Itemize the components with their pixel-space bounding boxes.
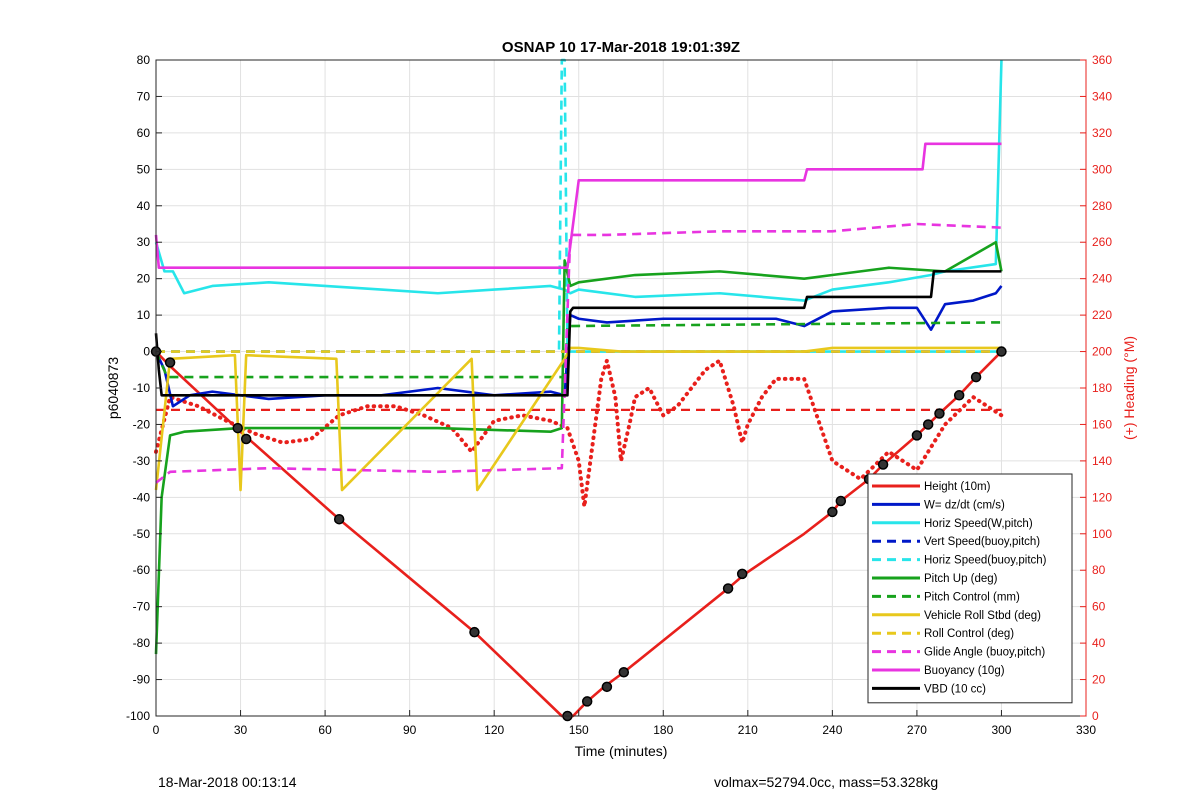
legend-label: Pitch Up (deg) — [924, 573, 998, 585]
y-right-tick-label: 40 — [1092, 636, 1106, 650]
y-right-tick-label: 280 — [1092, 199, 1112, 213]
y-tick-label: -20 — [133, 417, 151, 431]
chart-title: OSNAP 10 17-Mar-2018 19:01:39Z — [502, 39, 740, 56]
legend-label: Pitch Control (mm) — [924, 591, 1020, 603]
y-tick-label: -40 — [133, 490, 151, 504]
y-right-tick-label: 140 — [1092, 454, 1112, 468]
heading-series — [154, 353, 1004, 507]
height-marker — [618, 667, 630, 678]
legend-label: Vert Speed(buoy,pitch) — [924, 536, 1040, 548]
x-tick-label: 60 — [318, 723, 332, 737]
legend-label: Horiz Speed(W,pitch) — [924, 518, 1033, 530]
y-right-tick-label: 240 — [1092, 272, 1112, 286]
y-tick-label: 50 — [137, 162, 151, 176]
y-axis-label-left: p6040873 — [105, 357, 121, 420]
series-line-5 — [154, 240, 1003, 655]
y-right-tick-label: 340 — [1092, 89, 1112, 103]
legend-label: Glide Angle (buoy,pitch) — [924, 647, 1045, 659]
legend-label: VBD (10 cc) — [924, 683, 986, 695]
legend-label: Height (10m) — [924, 481, 991, 493]
y-right-tick-label: 360 — [1092, 53, 1112, 67]
x-tick-label: 0 — [153, 723, 160, 737]
x-tick-label: 240 — [822, 723, 842, 737]
y-right-tick-label: 160 — [1092, 417, 1112, 431]
y-right-tick-label: 120 — [1092, 490, 1112, 504]
y-tick-label: 10 — [137, 308, 151, 322]
height-marker — [911, 430, 923, 441]
height-marker — [877, 459, 889, 470]
y-tick-label: 60 — [137, 126, 151, 140]
height-marker — [164, 357, 176, 368]
x-axis-label: Time (minutes) — [575, 743, 668, 759]
y-tick-label: 80 — [137, 53, 151, 67]
height-marker — [581, 696, 593, 707]
ticks: 0 30 60 90 120 150 180 210 240 270 300 330-100-90-8… — [126, 53, 1112, 737]
y-tick-label: -90 — [133, 673, 151, 687]
legend-label: Roll Control (deg) — [924, 628, 1014, 640]
legend: Height (10m) W= dz/dt (cm/s) Horiz Speed(W… — [867, 473, 1073, 704]
x-tick-label: 120 — [484, 723, 504, 737]
x-tick-label: 30 — [234, 723, 248, 737]
legend-label: Vehicle Roll Stbd (deg) — [924, 610, 1041, 622]
series-line-6 — [154, 321, 1002, 379]
x-tick-label: 210 — [738, 723, 758, 737]
x-tick-label: 270 — [907, 723, 927, 737]
y-tick-label: -70 — [133, 600, 151, 614]
series-line-11 — [154, 270, 1002, 397]
y-tick-label: 30 — [137, 235, 151, 249]
height-marker — [970, 371, 982, 383]
x-tick-label: 180 — [653, 723, 673, 737]
y-tick-label: -50 — [133, 527, 151, 541]
y-axis-label-right: (+) Heading (°M) — [1121, 336, 1137, 440]
legend-label: Horiz Speed(buoy,pitch) — [924, 555, 1047, 567]
y-right-tick-label: 180 — [1092, 381, 1112, 395]
legend-label: W= dz/dt (cm/s) — [924, 499, 1005, 511]
footer-vehicle-info: volmax=52794.0cc, mass=53.328kg — [714, 774, 939, 790]
legend-label: Buoyancy (10g) — [924, 665, 1005, 677]
y-right-tick-label: 60 — [1092, 600, 1106, 614]
y-right-tick-label: 220 — [1092, 308, 1112, 322]
y-tick-label: 0 — [143, 345, 150, 359]
height-marker — [469, 626, 480, 638]
y-right-tick-label: 320 — [1092, 126, 1112, 140]
height-marker — [232, 422, 243, 434]
y-right-tick-label: 200 — [1092, 345, 1112, 359]
y-right-tick-label: 0 — [1092, 709, 1099, 723]
height-marker — [827, 506, 838, 518]
series-line-10 — [154, 142, 1002, 270]
y-right-tick-label: 100 — [1092, 527, 1112, 541]
height-marker — [333, 513, 345, 525]
height-marker — [996, 346, 1007, 357]
y-tick-label: -100 — [126, 709, 150, 723]
y-right-tick-label: 80 — [1092, 563, 1106, 577]
height-marker — [922, 419, 934, 430]
height-marker — [240, 433, 252, 445]
height-marker — [953, 390, 965, 401]
y-tick-label: 20 — [137, 272, 151, 286]
y-tick-label: -30 — [133, 454, 151, 468]
y-tick-label: -60 — [133, 563, 151, 577]
x-tick-label: 150 — [569, 723, 589, 737]
x-tick-label: 330 — [1076, 723, 1096, 737]
y-right-tick-label: 20 — [1092, 673, 1106, 687]
y-tick-label: -10 — [133, 381, 151, 395]
y-tick-label: 70 — [137, 89, 151, 103]
height-marker — [934, 408, 945, 419]
y-tick-label: 40 — [137, 199, 151, 213]
series-line-9 — [155, 222, 1002, 484]
footer-timestamp: 18-Mar-2018 00:13:14 — [158, 774, 297, 790]
y-right-tick-label: 300 — [1092, 162, 1112, 176]
series-line-7 — [154, 346, 1002, 492]
height-marker — [601, 681, 613, 693]
height-marker — [736, 568, 748, 580]
y-right-tick-label: 260 — [1092, 235, 1112, 249]
legend-box — [867, 473, 1073, 704]
x-tick-label: 300 — [991, 723, 1011, 737]
y-tick-label: -80 — [133, 636, 151, 650]
x-tick-label: 90 — [403, 723, 417, 737]
height-marker — [722, 583, 734, 594]
height-marker — [835, 495, 847, 507]
